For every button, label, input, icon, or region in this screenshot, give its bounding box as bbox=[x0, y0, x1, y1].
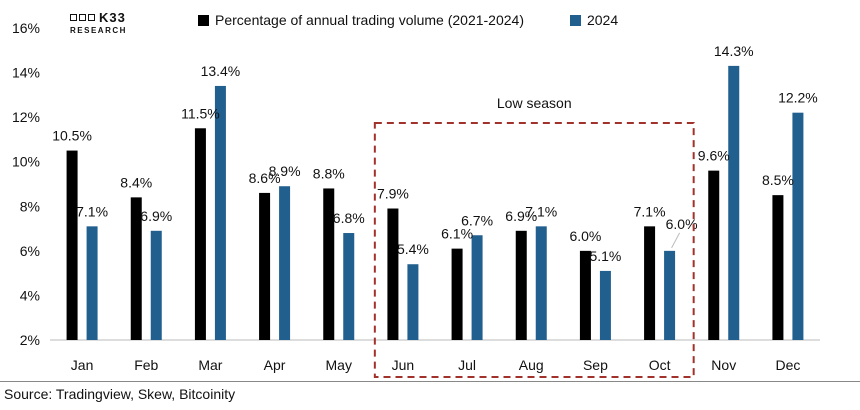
legend-item-series-1: Percentage of annual trading volume (202… bbox=[198, 12, 524, 28]
y-tick-label: 8% bbox=[20, 198, 40, 214]
brand-name: K33 bbox=[99, 10, 126, 25]
data-label-series-2: 13.4% bbox=[201, 63, 241, 79]
x-tick-label: Feb bbox=[134, 357, 158, 373]
bar-series-2 bbox=[664, 250, 676, 340]
data-label-series-1: 8.8% bbox=[313, 165, 345, 181]
data-label-series-2: 12.2% bbox=[778, 90, 818, 106]
bar-series-2 bbox=[214, 85, 226, 340]
data-label-series-1: 10.5% bbox=[52, 128, 92, 144]
brand-subtitle: RESEARCH bbox=[70, 26, 127, 35]
data-label-series-2: 6.9% bbox=[140, 208, 172, 224]
y-tick-label: 10% bbox=[12, 154, 40, 170]
x-tick-label: Jun bbox=[392, 357, 415, 373]
bar-series-2 bbox=[792, 112, 804, 340]
x-tick-label: Sep bbox=[583, 357, 608, 373]
bar-series-1 bbox=[708, 170, 720, 340]
source-note: Source: Tradingview, Skew, Bitcoinity bbox=[4, 386, 236, 402]
data-label-series-1: 7.9% bbox=[377, 186, 409, 202]
legend-label-series-1: Percentage of annual trading volume (202… bbox=[215, 12, 524, 28]
bar-series-1 bbox=[515, 230, 527, 340]
legend-swatch-series-2 bbox=[569, 14, 581, 26]
bar-series-2 bbox=[279, 186, 291, 340]
data-label-series-2: 7.1% bbox=[525, 203, 557, 219]
bar-series-2 bbox=[728, 65, 740, 340]
bar-series-1 bbox=[259, 192, 271, 340]
bar-series-1 bbox=[194, 128, 206, 340]
x-tick-label: Apr bbox=[264, 357, 286, 373]
low-season-box bbox=[373, 122, 695, 378]
bar-series-2 bbox=[535, 226, 547, 340]
bar-series-1 bbox=[644, 226, 656, 340]
bar-series-2 bbox=[150, 230, 162, 340]
y-tick-label: 6% bbox=[20, 243, 40, 259]
y-tick-label: 4% bbox=[20, 287, 40, 303]
x-tick-label: Aug bbox=[519, 357, 544, 373]
bar-series-1 bbox=[451, 248, 463, 340]
bar-series-2 bbox=[86, 226, 98, 340]
data-label-series-1: 6.1% bbox=[441, 226, 473, 242]
data-label-series-2: 5.1% bbox=[589, 248, 621, 264]
data-label-series-2: 6.7% bbox=[461, 212, 493, 228]
legend-swatch-series-1 bbox=[198, 14, 209, 26]
data-label-series-1: 8.5% bbox=[762, 172, 794, 188]
bar-series-2 bbox=[599, 270, 611, 340]
x-tick-label: Oct bbox=[649, 357, 671, 373]
y-tick-label: 16% bbox=[12, 20, 40, 36]
k33-logo-icon bbox=[70, 14, 95, 21]
bar-series-1 bbox=[66, 150, 78, 340]
x-tick-label: May bbox=[326, 357, 352, 373]
y-tick-label: 2% bbox=[20, 332, 40, 348]
chart-legend: Percentage of annual trading volume (202… bbox=[198, 12, 664, 28]
x-tick-label: Mar bbox=[198, 357, 222, 373]
bar-chart: 2% 4% 6% 8% 10% 12% 14% 16% Jan Feb Mar Apr May Jun Ju… bbox=[12, 20, 820, 378]
legend-item-series-2: 2024 bbox=[569, 12, 619, 28]
bar-series-2 bbox=[343, 233, 355, 340]
k33-research-logo: K33 RESEARCH bbox=[70, 10, 127, 35]
data-label-series-1: 7.1% bbox=[634, 203, 666, 219]
data-label-series-2: 6.0% bbox=[666, 216, 698, 232]
bar-series-2 bbox=[471, 235, 483, 340]
data-label-series-1: 6.9% bbox=[505, 208, 537, 224]
data-label-series-1: 9.6% bbox=[698, 148, 730, 164]
data-label-series-1: 8.4% bbox=[120, 174, 152, 190]
data-label-series-1: 6.0% bbox=[569, 228, 601, 244]
y-tick-label: 14% bbox=[12, 65, 40, 81]
low-season-label: Low season bbox=[497, 95, 572, 111]
data-label-series-2: 5.4% bbox=[397, 241, 429, 257]
data-label-series-1: 8.6% bbox=[249, 170, 281, 186]
bar-series-1 bbox=[387, 208, 399, 340]
footer-divider bbox=[0, 381, 860, 382]
label-leader-line bbox=[671, 232, 681, 249]
data-label-series-2: 8.9% bbox=[269, 163, 301, 179]
bar-series-1 bbox=[579, 250, 591, 340]
data-label-series-2: 7.1% bbox=[76, 203, 108, 219]
x-tick-label: Jan bbox=[71, 357, 94, 373]
data-label-series-2: 6.8% bbox=[333, 210, 365, 226]
x-tick-label: Dec bbox=[775, 357, 800, 373]
bar-series-2 bbox=[407, 264, 419, 340]
legend-label-series-2: 2024 bbox=[586, 12, 619, 28]
x-tick-label: Jul bbox=[458, 357, 476, 373]
x-tick-label: Nov bbox=[711, 357, 736, 373]
bar-series-1 bbox=[130, 197, 142, 340]
y-tick-label: 12% bbox=[12, 109, 40, 125]
data-label-series-1: 11.5% bbox=[181, 105, 220, 121]
data-label-series-2: 14.3% bbox=[714, 43, 754, 59]
bar-series-1 bbox=[323, 188, 335, 340]
bar-series-1 bbox=[772, 195, 784, 340]
